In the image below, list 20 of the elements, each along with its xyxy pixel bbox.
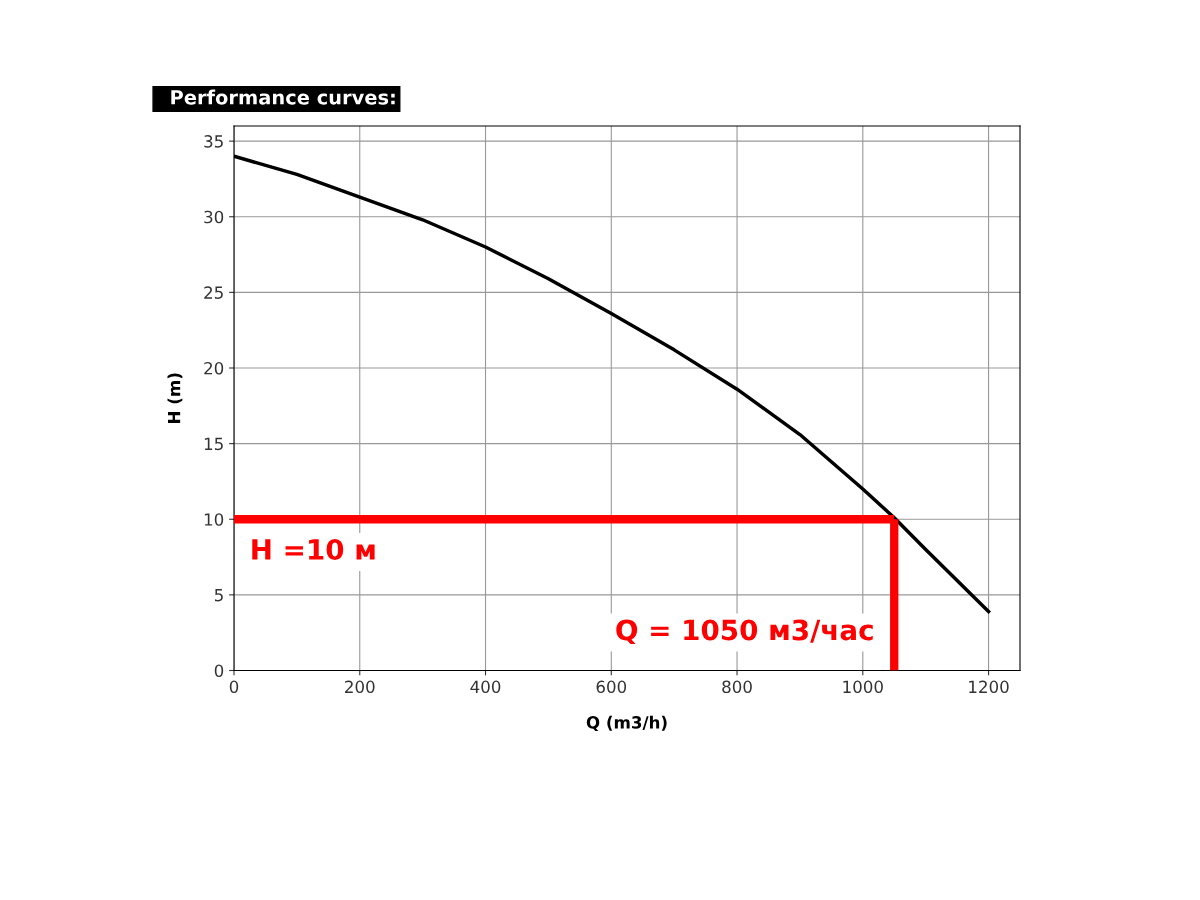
chart-title: Performance curves: <box>171 89 395 105</box>
y-tick-label: 0 <box>214 664 224 678</box>
x-tick-label: 0 <box>229 680 239 694</box>
y-tick-label: 30 <box>204 210 224 224</box>
y-axis-title: H (m) <box>167 373 183 423</box>
y-tick-label: 15 <box>204 437 223 451</box>
ref-line-label: H =10 м <box>252 538 375 560</box>
x-tick-label: 1000 <box>843 680 883 694</box>
x-tick-label: 1200 <box>969 680 1009 694</box>
x-tick-label: 400 <box>470 680 501 694</box>
y-tick-label: 20 <box>204 361 224 375</box>
x-tick-label: 800 <box>722 680 752 694</box>
y-tick-label: 10 <box>204 513 224 526</box>
x-tick-label: 600 <box>596 680 627 694</box>
y-tick-label: 35 <box>204 135 223 148</box>
x-axis-title: Q (m3/h) <box>586 715 667 731</box>
y-tick-label: 25 <box>204 286 223 299</box>
y-tick-label: 5 <box>214 589 223 602</box>
ref-line-label: Q = 1050 м3/час <box>616 619 873 645</box>
x-tick-label: 200 <box>345 680 375 694</box>
